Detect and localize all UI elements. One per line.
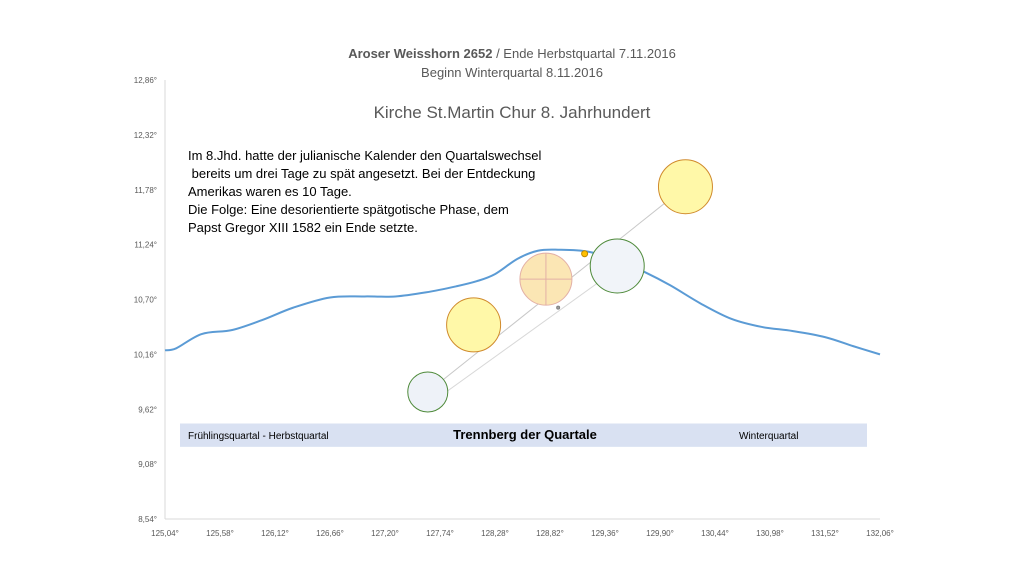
y-tick-label: 10,16° [134, 350, 157, 359]
y-tick-label: 8,54° [138, 515, 157, 524]
quarter-band: Frühlingsquartal - Herbstquartal Trennbe… [180, 423, 867, 447]
x-tick-label: 130,44° [701, 529, 729, 538]
series-layer [164, 248, 881, 356]
y-tick-labels: 8,54° 9,08° 9,62° 10,16° 10,70° 11,24° 11,78° 1… [134, 76, 157, 524]
chart-subtitle: Kirche St.Martin Chur 8. Jahrhundert [374, 103, 651, 122]
x-tick-label: 128,28° [481, 529, 509, 538]
x-tick-label: 127,20° [371, 529, 399, 538]
bubble-marker-7 [556, 305, 561, 310]
bubble-marker-4 [589, 238, 645, 294]
y-tick-label: 12,32° [134, 131, 157, 140]
x-tick-label: 129,36° [591, 529, 619, 538]
chart-title-bold: Aroser Weisshorn 2652 [348, 46, 492, 61]
y-tick-label: 10,70° [134, 296, 157, 305]
annotation-line: Papst Gregor XIII 1582 ein Ende setzte. [188, 220, 418, 235]
x-tick-label: 125,04° [151, 529, 179, 538]
x-tick-label: 130,98° [756, 529, 784, 538]
chart-title-rest: / Ende Herbstquartal 7.11.2016 [492, 46, 675, 61]
annotation-line: Die Folge: Eine desorientierte spätgotis… [188, 202, 509, 217]
bubble-marker-1 [407, 371, 449, 413]
markers [407, 159, 713, 413]
annotation-line: Im 8.Jhd. hatte der julianische Kalender… [188, 148, 541, 163]
x-tick-label: 132,06° [866, 529, 894, 538]
x-tick-label: 131,52° [811, 529, 839, 538]
x-tick-label: 127,74° [426, 529, 454, 538]
y-tick-label: 11,24° [134, 241, 157, 250]
annotation-text: Im 8.Jhd. hatte der julianische Kalender… [188, 148, 541, 235]
bubble-marker-6 [581, 250, 589, 258]
y-tick-label: 12,86° [134, 76, 157, 85]
bubble-marker-5 [657, 159, 713, 215]
annotation-line: bereits um drei Tage zu spät angesetzt. … [188, 166, 535, 181]
band-left-label: Frühlingsquartal - Herbstquartal [188, 431, 329, 442]
axes [164, 80, 880, 520]
y-tick-label: 9,62° [138, 405, 157, 414]
series-line-1 [164, 248, 881, 356]
x-tick-label: 129,90° [646, 529, 674, 538]
band-center-label: Trennberg der Quartale [453, 427, 597, 442]
band-right-label: Winterquartal [739, 431, 798, 442]
x-tick-labels: 125,04° 125,58° 126,12° 126,66° 127,20° 127,7… [151, 529, 894, 538]
annotation-line: Amerikas waren es 10 Tage. [188, 184, 352, 199]
x-tick-label: 126,12° [261, 529, 289, 538]
x-tick-label: 128,82° [536, 529, 564, 538]
quarter-band-rect [180, 423, 867, 447]
chart-title-line2: Beginn Winterquartal 8.11.2016 [421, 65, 603, 80]
bubble-marker-2 [446, 297, 502, 353]
y-tick-label: 11,78° [134, 186, 157, 195]
y-tick-label: 9,08° [138, 460, 157, 469]
x-tick-label: 125,58° [206, 529, 234, 538]
x-tick-label: 126,66° [316, 529, 344, 538]
chart-title-line1: Aroser Weisshorn 2652 / Ende Herbstquart… [348, 46, 676, 61]
